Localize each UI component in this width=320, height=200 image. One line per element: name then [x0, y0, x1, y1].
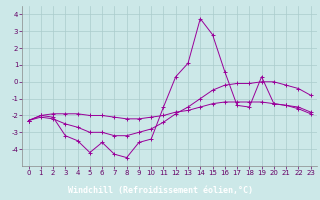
Text: Windchill (Refroidissement éolien,°C): Windchill (Refroidissement éolien,°C)	[68, 186, 252, 196]
